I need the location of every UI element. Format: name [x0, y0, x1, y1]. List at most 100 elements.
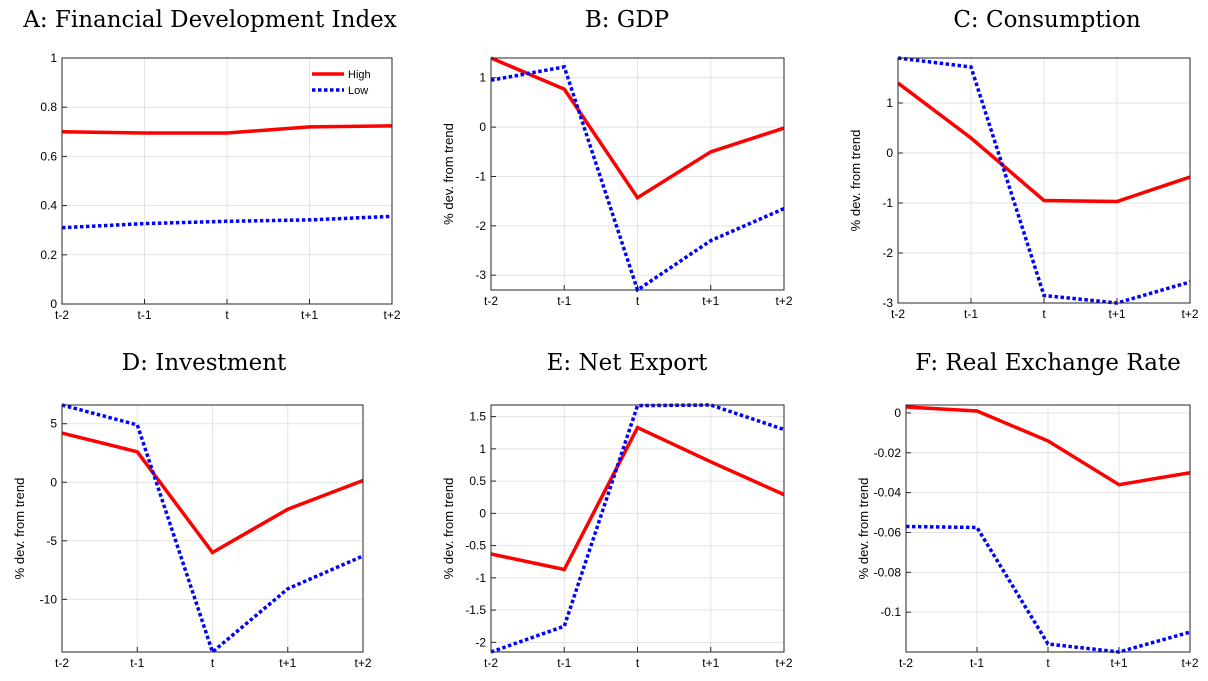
chart-d-xtick-label: t+1 [279, 656, 296, 670]
chart-b-ytick-label: -1 [475, 169, 486, 183]
chart-e-xtick-label: t+1 [702, 656, 719, 670]
chart-c-title: C: Consumption [953, 7, 1141, 33]
chart-f-ylabel: % dev. from trend [856, 478, 871, 580]
chart-d-panel: D: Investment -10 -5 0 5 t-2 t-1 t t+1 t+2 % dev. … [12, 350, 372, 670]
chart-b-xtick-label: t+2 [775, 294, 792, 308]
chart-b-xtick-label: t+1 [702, 294, 719, 308]
chart-a-series-high-line [62, 124, 392, 135]
chart-b-ylabel: % dev. from trend [441, 123, 456, 225]
chart-a-title: A: Financial Development Index [22, 7, 397, 33]
chart-c-series-high-line [898, 81, 1190, 204]
chart-f-series-low-line [906, 524, 1190, 654]
chart-f-ytick-label: -0.1 [880, 605, 901, 619]
chart-d-ytick-label: 5 [50, 417, 57, 431]
chart-c-xtick-label: t [1042, 307, 1046, 321]
chart-a-panel: A: Financial Development Index 0 0.2 0.4 0.6… [22, 7, 401, 322]
chart-a-xtick-label: t+2 [383, 308, 400, 322]
chart-b-ytick-label: -3 [475, 268, 486, 282]
chart-f-ytick-label: -0.08 [874, 565, 902, 579]
chart-f-title: F: Real Exchange Rate [915, 350, 1181, 376]
chart-b-panel: B: GDP -3 -2 -1 0 1 t-2 t-1 t t+1 t+2 % dev. from t… [441, 7, 793, 308]
chart-d-xtick-label: t-1 [130, 656, 144, 670]
chart-a-xtick-label: t-1 [137, 308, 151, 322]
chart-b-xtick-label: t-1 [557, 294, 571, 308]
chart-e-series-high-line [491, 425, 784, 572]
chart-c-xtick-label: t+2 [1181, 307, 1198, 321]
chart-c-series-low-line [898, 56, 1190, 305]
chart-d-ytick-label: -10 [40, 592, 58, 606]
chart-e-panel: E: Net Export -2 -1.5 -1 -0.5 0 0.5 1 1.5 t-2 t-1 t… [441, 350, 793, 670]
chart-c-ytick-label: -2 [882, 246, 893, 260]
chart-e-xtick-label: t [636, 656, 640, 670]
chart-f-panel: F: Real Exchange Rate -0.1 -0.08 -0.06 -0.04… [856, 350, 1199, 670]
chart-c-ytick-label: -1 [882, 196, 893, 210]
chart-b-ytick-label: -2 [475, 219, 486, 233]
chart-e-title: E: Net Export [547, 350, 708, 376]
chart-a-ytick-label: 1 [50, 51, 57, 65]
chart-a-ytick-label: 0.4 [40, 199, 57, 213]
chart-d-xtick-label: t-2 [55, 656, 69, 670]
chart-d-series-high-line [62, 431, 363, 555]
chart-d-title: D: Investment [122, 350, 287, 376]
chart-a-ytick-label: 0.2 [40, 248, 57, 262]
chart-b-title: B: GDP [585, 7, 669, 33]
chart-d-ytick-label: 0 [50, 475, 57, 489]
chart-a-legend: High Low [312, 69, 371, 97]
chart-e-ytick-label: 1 [479, 442, 486, 456]
chart-e-ytick-label: -2 [475, 635, 486, 649]
chart-f-axes-box [905, 404, 1191, 653]
chart-a-ytick-label: 0.6 [40, 149, 57, 163]
chart-a-ytick-label: 0 [50, 297, 57, 311]
chart-c-axes-box [897, 57, 1191, 304]
chart-f-xtick-label: t+1 [1110, 656, 1127, 670]
chart-c-ytick-label: 0 [886, 146, 893, 160]
chart-c-ytick-label: -3 [882, 296, 893, 310]
chart-e-axes-box [490, 404, 785, 653]
chart-e-ytick-label: -1.5 [465, 603, 486, 617]
chart-c-xtick-label: t+1 [1108, 307, 1125, 321]
chart-d-xtick-label: t [211, 656, 215, 670]
chart-a-xtick-label: t+1 [301, 308, 318, 322]
chart-f-xtick-label: t-2 [899, 656, 913, 670]
chart-d-ytick-label: -5 [46, 534, 57, 548]
chart-f-ytick-label: -0.06 [874, 525, 902, 539]
chart-e-ytick-label: -1 [475, 571, 486, 585]
chart-d-xtick-label: t+2 [354, 656, 371, 670]
chart-f-xtick-label: t [1046, 656, 1050, 670]
chart-b-series-high-line [491, 56, 784, 201]
chart-c-panel: C: Consumption -3 -2 -1 0 1 t-2 t-1 t t+1 t+2 % dev… [848, 7, 1199, 321]
chart-e-ytick-label: 0.5 [469, 474, 486, 488]
chart-a-axes-box [61, 57, 393, 305]
chart-e-xtick-label: t+2 [775, 656, 792, 670]
chart-e-xtick-label: t-2 [484, 656, 498, 670]
chart-f-xtick-label: t-1 [970, 656, 984, 670]
chart-e-ylabel: % dev. from trend [441, 478, 456, 580]
chart-b-ytick-label: 1 [479, 71, 486, 85]
chart-c-xtick-label: t-1 [964, 307, 978, 321]
chart-e-series-low-line [491, 403, 784, 654]
chart-f-ytick-label: 0 [894, 406, 901, 420]
chart-a-series-low-line [62, 214, 392, 230]
chart-f-ytick-label: -0.04 [874, 486, 902, 500]
chart-b-xtick-label: t-2 [484, 294, 498, 308]
chart-a-ytick-label: 0.8 [40, 100, 57, 114]
chart-c-ytick-label: 1 [886, 96, 893, 110]
chart-a-legend-label-high: High [348, 69, 371, 81]
chart-e-xtick-label: t-1 [557, 656, 571, 670]
chart-f-series-high-line [906, 405, 1190, 487]
chart-b-xtick-label: t [636, 294, 640, 308]
chart-b-axes-box [490, 57, 785, 291]
chart-c-xtick-label: t-2 [891, 307, 905, 321]
chart-e-ytick-label: -0.5 [465, 539, 486, 553]
chart-d-ylabel: % dev. from trend [12, 478, 27, 580]
chart-c-ylabel: % dev. from trend [848, 130, 863, 232]
chart-e-ytick-label: 1.5 [469, 410, 486, 424]
chart-f-ytick-label: -0.02 [874, 446, 902, 460]
chart-e-ytick-label: 0 [479, 506, 486, 520]
chart-a-xtick-label: t-2 [55, 308, 69, 322]
chart-d-axes-box [61, 404, 364, 653]
chart-a-xtick-label: t [225, 308, 229, 322]
chart-f-xtick-label: t+2 [1181, 656, 1198, 670]
chart-a-legend-label-low: Low [348, 85, 368, 97]
